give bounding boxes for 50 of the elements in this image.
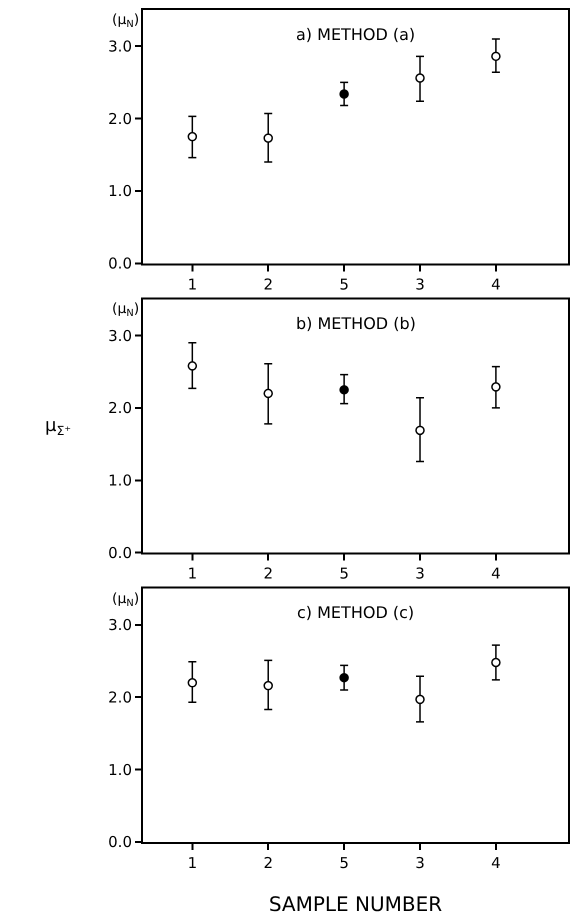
x-tick-label: 1 — [188, 854, 198, 872]
y-tick-label: 1.0 — [108, 760, 132, 779]
x-tick-label: 5 — [339, 854, 349, 872]
y-tick-label: 3.0 — [108, 37, 132, 56]
y-axis-title: μ$_{Σ⁺}$ — [45, 415, 72, 438]
x-tick-label: 5 — [339, 275, 349, 294]
text: (μ$_{N}$) — [112, 591, 140, 609]
y-tick-label: 2.0 — [108, 110, 132, 128]
point — [415, 694, 425, 704]
x-tick-label: 1 — [188, 275, 198, 294]
point — [188, 678, 198, 688]
point — [339, 89, 349, 99]
point — [188, 132, 198, 142]
x-tick-label: 3 — [415, 275, 425, 294]
x-tick-label: 2 — [263, 564, 273, 583]
y-tick-label: 3.0 — [108, 616, 132, 634]
point — [339, 385, 349, 395]
y-tick-label: 3.0 — [108, 326, 132, 345]
x-tick-label: 4 — [491, 275, 501, 294]
text: a) METHOD (a) — [296, 25, 416, 44]
point — [491, 52, 501, 62]
point — [188, 361, 198, 371]
point — [415, 73, 425, 83]
x-tick-label: 2 — [263, 854, 273, 872]
point — [491, 658, 501, 668]
y-tick-label: 0.0 — [108, 544, 132, 562]
y-tick-label: 1.0 — [108, 472, 132, 490]
y-tick-label: 0.0 — [108, 833, 132, 852]
x-tick-label: 5 — [339, 564, 349, 583]
y-tick-label: 1.0 — [108, 182, 132, 200]
x-tick-label: 1 — [188, 564, 198, 583]
y-tick-label: 2.0 — [108, 399, 132, 418]
text: b) METHOD (b) — [296, 314, 416, 333]
x-tick-label: 3 — [415, 564, 425, 583]
x-tick-label: 4 — [491, 854, 501, 872]
point — [339, 672, 349, 682]
point — [491, 382, 501, 392]
point — [415, 426, 425, 436]
point — [263, 388, 273, 398]
point — [263, 680, 273, 690]
x-tick-label: 3 — [415, 854, 425, 872]
x-tick-label: 2 — [263, 275, 273, 294]
x-tick-label: 4 — [491, 564, 501, 583]
y-tick-label: 2.0 — [108, 688, 132, 706]
y-tick-label: 0.0 — [108, 254, 132, 273]
x-axis-title: SAMPLE NUMBER — [268, 892, 442, 916]
point — [263, 133, 273, 143]
text: c) METHOD (c) — [297, 603, 414, 622]
text: (μ$_{N}$) — [112, 12, 140, 30]
text: (μ$_{N}$) — [112, 301, 140, 319]
